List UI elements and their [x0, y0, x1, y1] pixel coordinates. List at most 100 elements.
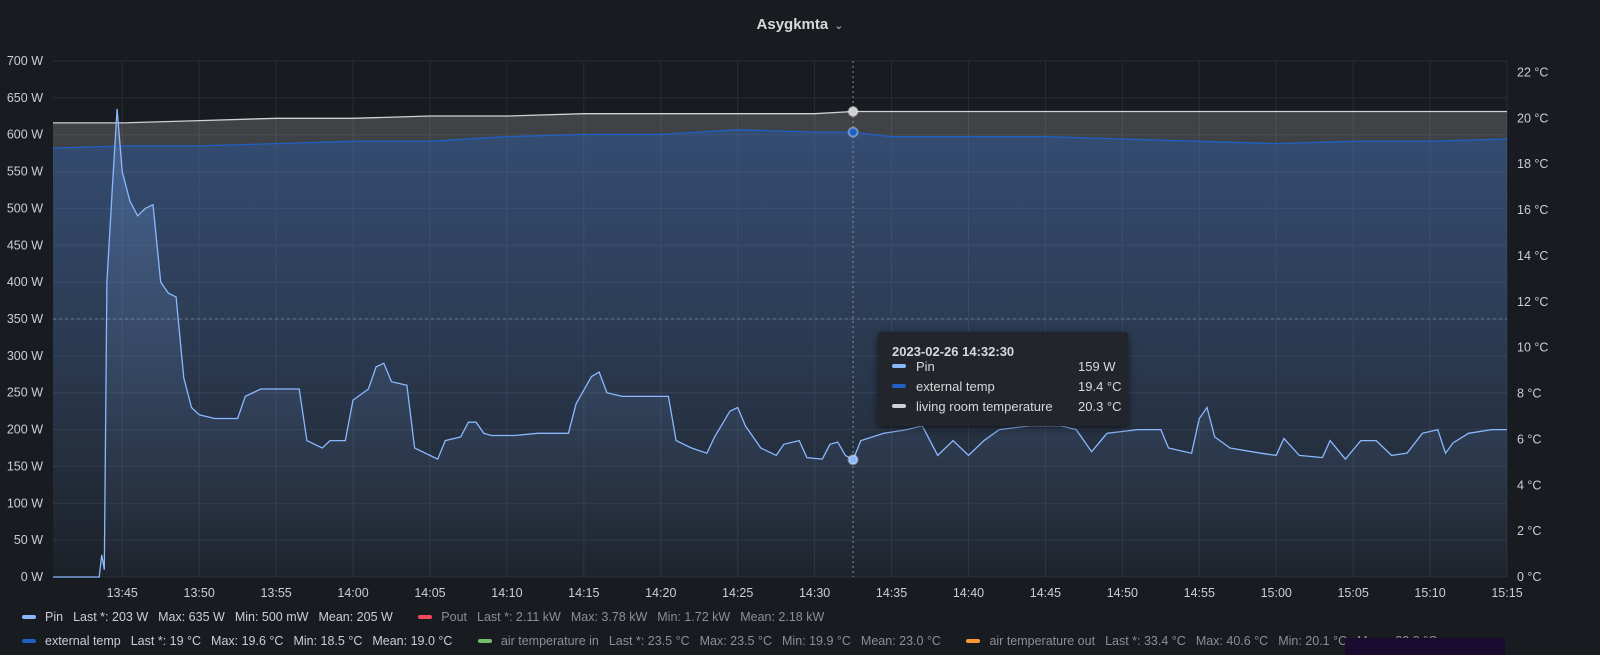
legend-stat-max: Max: 40.6 °C	[1195, 634, 1269, 648]
legend-label: air temperature in	[500, 634, 599, 648]
tooltip-value: 159 W	[1078, 358, 1116, 374]
x-tick-label: 13:50	[184, 586, 215, 600]
legend-label: Pout	[441, 610, 467, 624]
legend-stat-max: Max: 635 W	[158, 610, 225, 624]
y-left-tick-label: 150 W	[7, 459, 43, 473]
legend-stat-min: Min: 19.9 °C	[782, 634, 851, 648]
hover-crosshair	[847, 61, 859, 577]
legend-stat-min: Min: 500 mW	[234, 610, 309, 624]
legend-label: Pin	[45, 610, 64, 624]
legend-item-external-temp[interactable]: external temp Last *: 19 °C Max: 19.6 °C…	[22, 634, 462, 648]
legend-stat-last: Last *: 2.11 kW	[477, 610, 561, 624]
legend-stat-max: Max: 3.78 kW	[570, 610, 648, 624]
legend-stat-last: Last *: 203 W	[73, 610, 149, 624]
hover-point-pin	[847, 454, 859, 466]
legend-stat-min: Min: 1.72 kW	[657, 610, 731, 624]
x-tick-label: 15:15	[1491, 586, 1522, 600]
x-tick-label: 14:05	[414, 586, 445, 600]
legend-item-pout[interactable]: Pout Last *: 2.11 kW Max: 3.78 kW Min: 1…	[418, 610, 834, 624]
y-left-tick-label: 100 W	[7, 496, 43, 510]
y-right-tick-label: 6 °C	[1517, 432, 1541, 446]
tooltip-label: external temp	[916, 378, 995, 394]
legend-label: air temperature out	[989, 634, 1096, 648]
y-right-tick-label: 2 °C	[1517, 524, 1541, 538]
series-areas	[53, 108, 1507, 578]
series-line-external-temp	[52, 129, 1508, 149]
legend-row-2: external temp Last *: 19 °C Max: 19.6 °C…	[22, 632, 1459, 648]
series-line-living-room-temperature	[53, 110, 1507, 124]
series-line-pin	[53, 108, 1507, 578]
panel-title[interactable]: Asygkmta ⌄	[0, 16, 1600, 33]
legend-swatch	[966, 639, 981, 643]
y-right-tick-label: 10 °C	[1517, 341, 1548, 355]
tooltip-row-pin: Pin 159 W	[892, 357, 1116, 375]
chevron-down-icon[interactable]: ⌄	[834, 20, 844, 32]
x-tick-label: 14:20	[645, 586, 676, 600]
y-left-tick-label: 0 W	[21, 570, 43, 584]
legend-label: external temp	[45, 634, 121, 648]
legend-stat-last: Last *: 19 °C	[130, 634, 202, 648]
series-area-pin	[53, 108, 1507, 578]
y-left-tick-label: 450 W	[7, 238, 43, 252]
x-tick-label: 14:30	[799, 586, 830, 600]
y-left-tick-label: 600 W	[7, 128, 43, 142]
panel-title-text: Asygkmta	[756, 16, 829, 33]
x-tick-label: 14:55	[1184, 586, 1215, 600]
right-axis: 0 °C 2 °C 4 °C 6 °C 8 °C 10 °C 12 °C 14 °C 16 °C…	[1517, 65, 1548, 584]
legend-swatch	[22, 615, 36, 619]
y-left-tick-label: 50 W	[14, 533, 43, 547]
hover-tooltip: 2023-02-26 14:32:30 Pin 159 W external t…	[878, 332, 1128, 426]
tooltip-label: living room temperature	[916, 398, 1053, 414]
series-lines	[52, 108, 1508, 578]
legend-stat-max: Max: 19.6 °C	[211, 634, 284, 648]
legend-stat-mean: Mean: 2.18 kW	[740, 610, 825, 624]
x-tick-label: 14:35	[876, 586, 907, 600]
legend-swatch	[418, 615, 433, 619]
tooltip-swatch	[892, 384, 906, 388]
tooltip-value: 20.3 °C	[1078, 398, 1122, 414]
legend-item-pin[interactable]: Pin Last *: 203 W Max: 635 W Min: 500 mW…	[22, 610, 403, 624]
x-tick-label: 13:55	[260, 586, 291, 600]
legend-stat-max: Max: 23.5 °C	[699, 634, 772, 648]
legend-stat-mean: Mean: 23.0 °C	[860, 634, 941, 648]
left-axis: 0 W 50 W 100 W 150 W 200 W 250 W 300 W 350 W 400…	[7, 54, 43, 584]
y-right-tick-label: 12 °C	[1517, 295, 1548, 309]
y-left-tick-label: 700 W	[7, 54, 43, 68]
x-tick-label: 14:25	[722, 586, 753, 600]
legend-row-1: Pin Last *: 203 W Max: 635 W Min: 500 mW…	[22, 608, 846, 624]
tooltip-value: 19.4 °C	[1078, 378, 1122, 394]
legend-stat-mean: Mean: 19.0 °C	[372, 634, 453, 648]
y-right-tick-label: 14 °C	[1517, 249, 1548, 263]
legend-item-air-temperature-in[interactable]: air temperature in Last *: 23.5 °C Max: …	[477, 634, 951, 648]
y-right-tick-label: 16 °C	[1517, 203, 1548, 217]
x-tick-label: 15:10	[1414, 586, 1445, 600]
tooltip-row-external-temp: external temp 19.4 °C	[892, 377, 1122, 395]
y-left-tick-label: 650 W	[7, 91, 43, 105]
x-tick-label: 14:00	[337, 586, 368, 600]
x-tick-label: 14:40	[953, 586, 984, 600]
y-right-tick-label: 8 °C	[1517, 387, 1541, 401]
y-left-tick-label: 550 W	[7, 165, 43, 179]
x-tick-label: 15:05	[1337, 586, 1368, 600]
legend-swatch	[22, 639, 36, 643]
time-series-chart[interactable]: 0 W 50 W 100 W 150 W 200 W 250 W 300 W 350 W 400…	[0, 0, 1600, 600]
y-left-tick-label: 350 W	[7, 312, 43, 326]
y-right-tick-label: 4 °C	[1517, 478, 1541, 492]
y-right-tick-label: 20 °C	[1517, 111, 1548, 125]
x-tick-label: 14:10	[491, 586, 522, 600]
y-right-tick-label: 18 °C	[1517, 157, 1548, 171]
legend-swatch	[477, 639, 492, 643]
y-left-tick-label: 500 W	[7, 201, 43, 215]
legend-stat-last: Last *: 23.5 °C	[608, 634, 690, 648]
tooltip-time: 2023-02-26 14:32:30	[892, 344, 1015, 359]
tooltip-row-living-room: living room temperature 20.3 °C	[892, 397, 1122, 415]
y-left-tick-label: 400 W	[7, 275, 43, 289]
legend-stat-min: Min: 18.5 °C	[293, 634, 363, 648]
y-left-tick-label: 300 W	[7, 349, 43, 363]
tooltip-label: Pin	[916, 358, 935, 374]
hover-point-external-temp	[847, 126, 859, 138]
legend-stat-mean: Mean: 205 W	[318, 610, 393, 624]
y-right-tick-label: 22 °C	[1517, 65, 1548, 79]
x-tick-label: 15:00	[1261, 586, 1292, 600]
